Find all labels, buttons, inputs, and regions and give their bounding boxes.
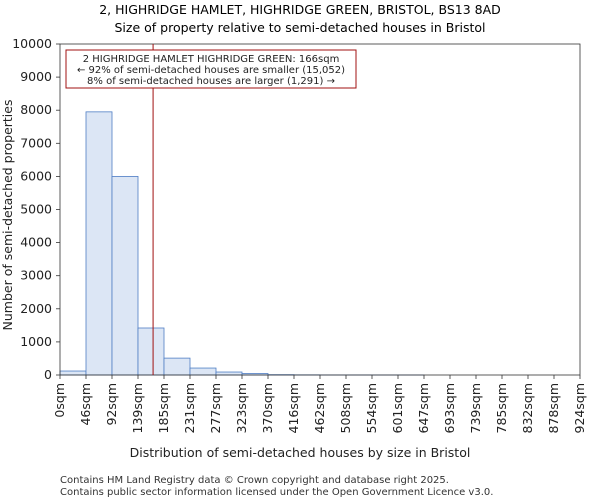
bar [163,357,191,376]
x-tick-label: 647sqm [416,383,431,433]
x-axis-label: Distribution of semi-detached houses by … [130,445,471,460]
footer-line-2: Contains public sector information licen… [60,487,493,498]
x-tick-label: 323sqm [234,383,249,433]
x-tick-label: 601sqm [390,383,405,433]
bar [59,370,87,376]
x-tick-label: 92sqm [104,383,119,426]
annotation-box [65,49,357,89]
chart-subtitle: Size of property relative to semi-detach… [115,20,486,35]
x-tick-label: 924sqm [572,383,587,433]
y-tick-label: 8000 [20,102,52,117]
plot-frame [59,43,581,376]
footer-line-1: Contains HM Land Registry data © Crown c… [60,475,449,486]
x-axis-ticks: 0sqm 46sqm 92sqm 139sqm 185sqm 231sqm 277sqm 32… [52,375,587,433]
bar [189,367,217,376]
x-tick-label: 693sqm [442,383,457,433]
bars [59,111,425,376]
x-tick-label: 231sqm [182,383,197,433]
bar [137,327,165,376]
y-tick-label: 7000 [20,135,52,150]
x-tick-label: 277sqm [208,383,223,433]
x-tick-label: 739sqm [468,383,483,433]
x-tick-label: 0sqm [52,383,67,418]
x-tick-label: 139sqm [130,383,145,433]
annotation-line-1: 2 HIGHRIDGE HAMLET HIGHRIDGE GREEN: 166s… [83,54,340,65]
y-tick-label: 10000 [12,36,52,51]
y-tick-label: 3000 [20,268,52,283]
annotation-line-2: ← 92% of semi-detached houses are smalle… [77,65,345,76]
x-tick-label: 832sqm [520,383,535,433]
x-tick-label: 878sqm [546,383,561,433]
y-tick-label: 1000 [20,334,52,349]
x-tick-label: 785sqm [494,383,509,433]
annotation-line-3: 8% of semi-detached houses are larger (1… [87,76,335,87]
y-tick-label: 4000 [20,235,52,250]
x-tick-label: 462sqm [312,383,327,433]
y-tick-label: 9000 [20,69,52,84]
y-axis-label: Number of semi-detached properties [0,100,15,331]
x-tick-label: 554sqm [364,383,379,433]
chart-title: 2, HIGHRIDGE HAMLET, HIGHRIDGE GREEN, BR… [99,2,501,17]
bar [111,175,139,376]
y-tick-label: 0 [44,367,52,382]
bar [85,111,113,376]
y-axis-ticks: 0 1000 2000 3000 4000 5000 6000 7000 8000 9000 100… [12,36,60,382]
x-tick-label: 185sqm [156,383,171,433]
y-tick-label: 2000 [20,301,52,316]
y-tick-label: 6000 [20,168,52,183]
y-tick-label: 5000 [20,202,52,217]
x-tick-label: 416sqm [286,383,301,433]
x-tick-label: 508sqm [338,383,353,433]
x-tick-label: 46sqm [78,383,93,426]
bar [215,371,243,376]
x-tick-label: 370sqm [260,383,275,433]
